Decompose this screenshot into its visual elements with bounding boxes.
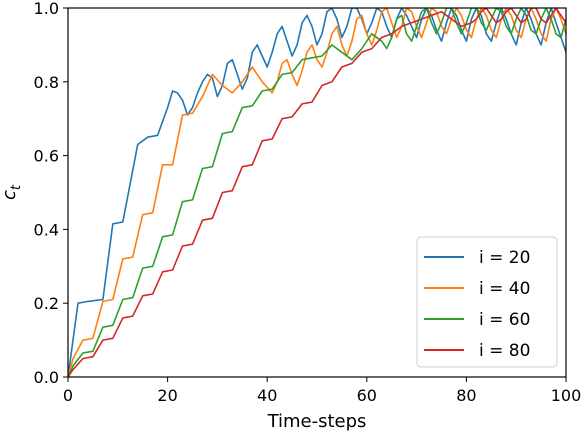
series-layer xyxy=(68,8,566,377)
y-tick-label: 0.2 xyxy=(34,294,59,313)
y-tick-label: 0.4 xyxy=(34,220,59,239)
x-tick-label: 100 xyxy=(551,386,582,405)
x-tick-label: 40 xyxy=(257,386,277,405)
legend: i = 20 i = 40 i = 60 i = 80 xyxy=(416,236,558,368)
x-tick-label: 60 xyxy=(357,386,377,405)
x-tick-label: 0 xyxy=(63,386,73,405)
x-axis-ticks: 0 20 40 60 80 100 xyxy=(63,377,581,405)
x-tick-label: 80 xyxy=(456,386,476,405)
series-line-3 xyxy=(68,8,566,377)
y-tick-label: 0.6 xyxy=(34,147,59,166)
x-axis-label: Time-steps xyxy=(267,411,367,432)
y-axis-label-subscript: t xyxy=(9,184,24,190)
y-axis-label-main: c xyxy=(0,190,20,200)
y-tick-label: 0.0 xyxy=(34,368,59,387)
series-line-4 xyxy=(68,8,566,377)
legend-label: i = 20 xyxy=(479,248,530,268)
y-axis-ticks: 0.0 0.2 0.4 0.6 0.8 1.0 xyxy=(34,0,68,387)
legend-label: i = 80 xyxy=(479,341,530,361)
x-tick-label: 20 xyxy=(157,386,177,405)
series-line-2 xyxy=(68,8,566,377)
y-tick-label: 1.0 xyxy=(34,0,59,18)
series-line-1 xyxy=(68,8,566,377)
y-axis-label: ct xyxy=(0,184,24,200)
axes-frame xyxy=(67,7,567,378)
y-tick-label: 0.8 xyxy=(34,73,59,92)
legend-box xyxy=(416,236,558,368)
legend-label: i = 60 xyxy=(479,310,530,330)
legend-label: i = 40 xyxy=(479,279,530,299)
